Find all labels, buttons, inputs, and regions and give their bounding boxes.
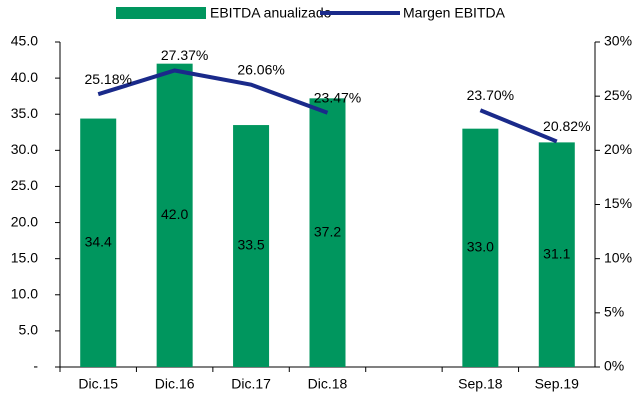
- x-tick-label: Dic.15: [78, 376, 118, 392]
- bar: [80, 118, 117, 367]
- bar-label: 33.0: [467, 239, 494, 255]
- y2-tick-label: 30%: [604, 33, 632, 49]
- bar-label: 42.0: [161, 206, 188, 222]
- y-tick-label: 20.0: [11, 213, 38, 229]
- y2-tick-label: 20%: [604, 141, 632, 157]
- line-label: 25.18%: [84, 71, 131, 87]
- y-tick-label: 35.0: [11, 105, 38, 121]
- y2-tick-label: 15%: [604, 195, 632, 211]
- legend-label: Margen EBITDA: [403, 5, 506, 21]
- bar-label: 34.4: [85, 233, 112, 249]
- bar: [462, 128, 499, 367]
- legend-swatch: [116, 7, 206, 19]
- bar-label: 37.2: [314, 223, 341, 239]
- x-tick-label: Dic.17: [231, 376, 271, 392]
- x-tick-label: Sep.18: [458, 376, 503, 392]
- y2-tick-label: 0%: [604, 358, 624, 374]
- line-label: 23.70%: [467, 87, 514, 103]
- line: [97, 68, 558, 144]
- y-tick-label: 40.0: [11, 69, 38, 85]
- y2-tick-label: 5%: [604, 304, 624, 320]
- y-tick-label: 10.0: [11, 285, 38, 301]
- y-tick-label: 5.0: [19, 322, 39, 338]
- bar-label: 31.1: [543, 245, 570, 261]
- line-label: 27.37%: [161, 47, 208, 63]
- y2-tick-label: 25%: [604, 87, 632, 103]
- x-tick-label: Dic.16: [155, 376, 195, 392]
- bar: [156, 63, 193, 368]
- y2-tick-label: 10%: [604, 249, 632, 265]
- x-tick-label: Sep.19: [535, 376, 580, 392]
- bar-label: 33.5: [237, 237, 264, 253]
- line-label: 23.47%: [314, 89, 361, 105]
- bar: [233, 125, 270, 367]
- y-tick-label: -: [33, 358, 38, 374]
- x-tick-label: Dic.18: [308, 376, 348, 392]
- y-tick-label: 25.0: [11, 177, 38, 193]
- bar: [309, 98, 346, 367]
- line-label: 26.06%: [237, 61, 284, 77]
- line-label: 20.82%: [543, 118, 590, 134]
- legend-label: EBITDA anualizado: [210, 5, 332, 21]
- bar: [538, 142, 575, 367]
- y-tick-label: 45.0: [11, 33, 38, 49]
- y-tick-label: 30.0: [11, 141, 38, 157]
- y-tick-label: 15.0: [11, 249, 38, 265]
